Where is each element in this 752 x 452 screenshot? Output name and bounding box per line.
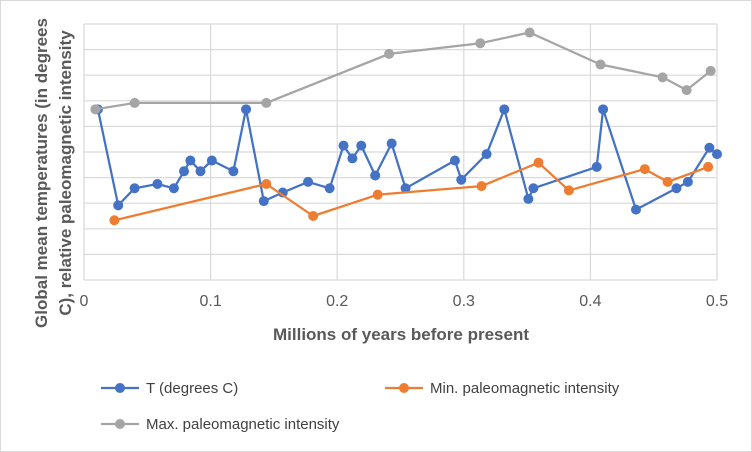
data-point <box>523 193 534 204</box>
data-point <box>228 166 239 177</box>
legend: T (degrees C) Min. paleomagnetic intensit… <box>101 380 620 433</box>
data-point <box>261 97 272 108</box>
data-point <box>152 179 163 189</box>
data-point <box>347 153 358 164</box>
data-point <box>476 181 487 192</box>
data-point <box>386 138 397 149</box>
series-line <box>114 161 709 222</box>
data-point <box>524 27 535 38</box>
data-point <box>308 211 319 221</box>
data-point <box>168 183 179 194</box>
series-2 <box>109 157 714 226</box>
y-axis-title: Global mean temperatures (in degrees C),… <box>32 18 75 328</box>
data-point <box>384 48 395 59</box>
gridlines <box>83 23 718 281</box>
legend-marker <box>115 419 125 429</box>
x-axis-title: Millions of years before present <box>273 325 529 344</box>
series-line <box>96 108 718 211</box>
data-point <box>591 161 602 172</box>
data-point <box>113 200 124 211</box>
y-axis-title-line-2: C), relative paleomagnetic intensity <box>56 30 75 316</box>
data-point <box>303 176 314 187</box>
series-group <box>90 27 722 226</box>
data-point <box>630 204 641 215</box>
x-tick-label: 0.5 <box>706 293 728 310</box>
data-point <box>400 183 411 194</box>
data-point <box>372 189 383 200</box>
series-3 <box>90 27 716 115</box>
data-point <box>705 65 716 76</box>
data-point <box>258 196 269 207</box>
data-point <box>356 140 367 151</box>
data-point <box>704 142 715 153</box>
data-point <box>657 72 668 83</box>
x-tick-labels: 0 0.1 0.2 0.3 0.4 0.5 <box>80 293 729 310</box>
x-tick-label: 0.3 <box>453 293 475 310</box>
data-point <box>261 179 272 189</box>
data-point <box>456 174 467 185</box>
data-point <box>241 104 252 115</box>
data-point <box>185 155 196 166</box>
data-point <box>499 104 510 115</box>
data-point <box>671 183 682 194</box>
data-point <box>528 183 539 194</box>
legend-label: T (degrees C) <box>146 380 238 397</box>
data-point <box>598 104 609 115</box>
data-point <box>129 183 140 194</box>
data-point <box>595 59 606 70</box>
y-axis-title-line-1: Global mean temperatures (in degrees <box>32 18 51 328</box>
data-point <box>338 140 349 151</box>
series-line <box>95 31 712 111</box>
legend-item: Min. paleomagnetic intensity <box>385 380 620 397</box>
data-point <box>109 215 120 226</box>
legend-marker <box>399 383 409 393</box>
data-point <box>533 157 544 168</box>
data-point <box>195 166 206 177</box>
legend-label: Min. paleomagnetic intensity <box>430 380 620 397</box>
legend-marker <box>115 383 125 393</box>
data-point <box>712 149 722 160</box>
data-point <box>129 97 140 108</box>
x-tick-label: 0.2 <box>326 293 348 310</box>
legend-item: Max. paleomagnetic intensity <box>101 416 340 433</box>
x-tick-label: 0 <box>80 293 89 310</box>
x-tick-label: 0.1 <box>199 293 221 310</box>
legend-label: Max. paleomagnetic intensity <box>146 416 340 433</box>
data-point <box>563 185 574 196</box>
data-point <box>370 170 381 181</box>
x-tick-label: 0.4 <box>579 293 601 310</box>
data-point <box>324 183 335 194</box>
data-point <box>449 155 460 166</box>
data-point <box>277 187 288 198</box>
legend-item: T (degrees C) <box>101 380 238 397</box>
data-point <box>662 176 673 187</box>
data-point <box>475 38 486 49</box>
data-point <box>90 104 101 115</box>
data-point <box>682 176 693 187</box>
series-1 <box>92 104 722 215</box>
data-point <box>179 166 190 177</box>
data-point <box>703 161 714 172</box>
data-point <box>681 85 692 96</box>
data-point <box>639 164 650 175</box>
data-point <box>481 149 492 160</box>
data-point <box>206 155 217 166</box>
